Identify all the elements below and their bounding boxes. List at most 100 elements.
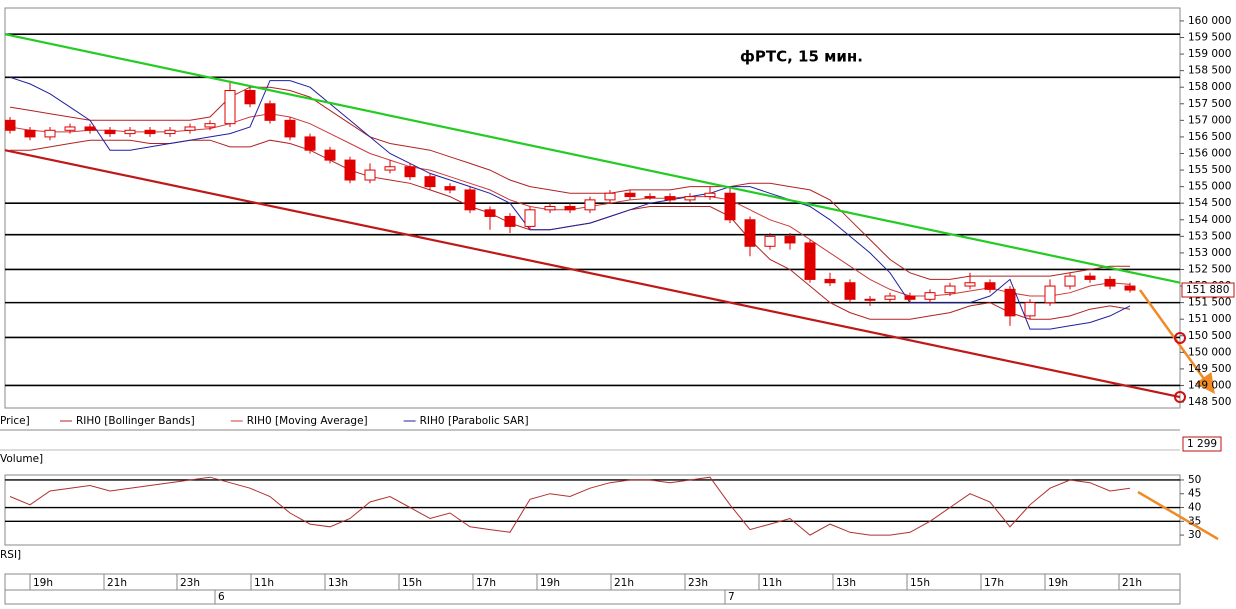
time-axis — [4, 573, 1181, 605]
rsi-line — [9, 476, 1131, 536]
x-tick-label: 19h — [540, 577, 560, 589]
candle-body — [324, 149, 336, 161]
date-tick-label: 7 — [728, 591, 735, 603]
legend-label: RIH0 [Bollinger Bands] — [76, 415, 195, 427]
x-tick-label: 21h — [1122, 577, 1142, 589]
chart-title: фРТС, 15 мин. — [740, 48, 863, 66]
candle-body — [684, 196, 696, 201]
candle-body — [864, 298, 876, 301]
x-tick-label: 13h — [328, 577, 348, 589]
last-price-label: 151 880 — [1186, 284, 1229, 296]
candle-body — [844, 282, 856, 300]
x-tick-label: 21h — [107, 577, 127, 589]
candle-body — [1064, 275, 1076, 287]
candle-body — [824, 278, 836, 284]
candle-body — [344, 159, 356, 181]
candle-body — [584, 199, 596, 211]
y-tick-label: 159 000 — [1188, 48, 1231, 60]
candle-body — [104, 129, 116, 135]
y-tick-label: 150 500 — [1188, 330, 1231, 342]
candle-body — [1104, 278, 1116, 287]
bollinger-upper — [9, 86, 1130, 280]
rsi-plot — [5, 476, 1180, 536]
rsi-label: RSI] — [0, 549, 21, 561]
x-tick-label: 15h — [402, 577, 422, 589]
parabolic-sar — [9, 76, 1131, 330]
candle-body — [924, 292, 936, 300]
last-price-box — [1181, 282, 1235, 298]
candle-body — [204, 123, 216, 128]
volume-last-box — [1182, 436, 1222, 452]
y-tick-label: 153 000 — [1188, 247, 1231, 259]
y-tick-label: 154 500 — [1188, 197, 1231, 209]
y-tick-label: 149 000 — [1188, 379, 1231, 391]
y-tick-label: 156 000 — [1188, 147, 1231, 159]
candle-body — [564, 206, 576, 211]
y-tick-label: 155 500 — [1188, 164, 1231, 176]
y-tick-label: 151 500 — [1188, 297, 1231, 309]
candle-body — [544, 206, 556, 211]
y-tick-label: 154 000 — [1188, 214, 1231, 226]
x-tick-label: 11h — [254, 577, 274, 589]
trendline — [4, 33, 1181, 284]
candle-body — [1084, 275, 1096, 280]
rsi-tick-label: 35 — [1188, 515, 1201, 527]
candle-body — [884, 295, 896, 300]
candle-body — [804, 242, 816, 280]
candle-body — [304, 136, 316, 151]
candle-body — [5, 119, 16, 131]
forecast-arrow — [1137, 490, 1219, 541]
x-tick-label: 23h — [688, 577, 708, 589]
candle-body — [624, 192, 636, 198]
x-tick-label: 19h — [33, 577, 53, 589]
legend-label: RIH0 [Parabolic SAR] — [420, 415, 529, 427]
trendline — [4, 149, 1181, 399]
y-tick-label: 160 000 — [1188, 15, 1231, 27]
candle-body — [744, 219, 756, 247]
y-tick-label: 156 500 — [1188, 131, 1231, 143]
legend-price: Price] — [0, 415, 30, 427]
candle-body — [264, 103, 276, 121]
candle-body — [144, 129, 156, 135]
legend-label: RIH0 [Moving Average] — [247, 415, 368, 427]
candle-body — [964, 282, 976, 287]
candle-body — [84, 126, 96, 131]
candle-body — [164, 129, 176, 135]
rsi-tick-label: 30 — [1188, 529, 1201, 541]
rsi-tick-label: 45 — [1188, 488, 1201, 500]
volume-last-label: 1 299 — [1187, 438, 1217, 450]
rsi-tick-label: 50 — [1188, 474, 1201, 486]
candle-body — [1024, 302, 1036, 317]
y-tick-label: 157 000 — [1188, 114, 1231, 126]
candle-body — [764, 235, 776, 247]
candle-body — [184, 126, 196, 131]
y-tick-label: 152 500 — [1188, 263, 1231, 275]
candle-body — [664, 196, 676, 201]
candle-body — [224, 90, 236, 125]
candle-body — [724, 192, 736, 221]
x-tick-label: 23h — [180, 577, 200, 589]
candle-body — [64, 126, 76, 131]
y-tick-label: 157 500 — [1188, 98, 1231, 110]
candle-body — [24, 129, 36, 138]
y-tick-label: 151 000 — [1188, 313, 1231, 325]
y-tick-label: 158 500 — [1188, 65, 1231, 77]
candle-body — [504, 215, 516, 227]
candle-body — [1124, 285, 1136, 291]
candle-body — [484, 209, 496, 217]
candle-body — [1044, 285, 1056, 304]
candle-body — [784, 235, 796, 244]
target-circle — [1174, 332, 1186, 344]
candle-body — [44, 129, 56, 138]
candle-body — [244, 90, 256, 105]
y-tick-label: 149 500 — [1188, 363, 1231, 375]
rsi-tick-label: 40 — [1188, 502, 1201, 514]
volume-label: Volume] — [0, 453, 43, 465]
candle-body — [444, 186, 456, 191]
y-tick-label: 153 500 — [1188, 230, 1231, 242]
price-plot — [5, 33, 1180, 387]
x-tick-label: 11h — [762, 577, 782, 589]
date-tick-label: 6 — [218, 591, 225, 603]
y-tick-label: 150 000 — [1188, 346, 1231, 358]
